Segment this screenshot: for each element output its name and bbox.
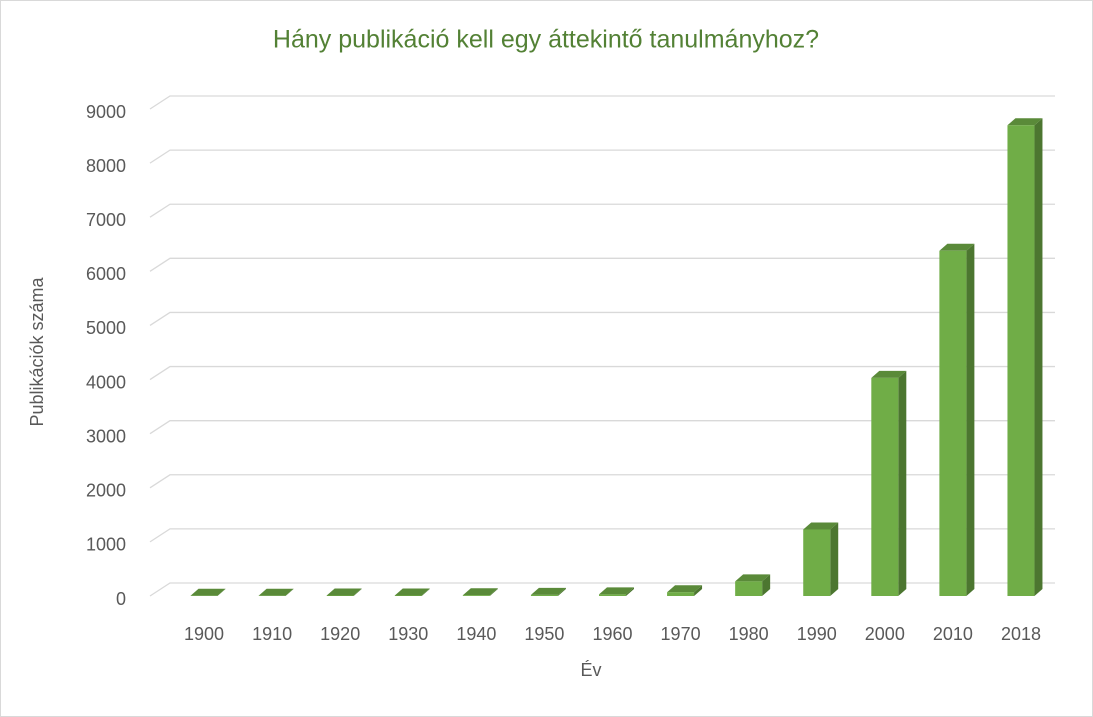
bar bbox=[599, 594, 626, 596]
y-tick-label: 1000 bbox=[86, 535, 126, 555]
bar bbox=[939, 250, 967, 596]
grid-line bbox=[149, 474, 1055, 489]
bar-side bbox=[966, 243, 975, 596]
bar-top bbox=[667, 585, 703, 593]
grid-line bbox=[149, 420, 1055, 435]
y-tick-label: 8000 bbox=[86, 156, 126, 176]
bar bbox=[871, 377, 899, 596]
bar-side bbox=[421, 588, 430, 596]
chart-title: Hány publikáció kell egy áttekintő tanul… bbox=[273, 26, 819, 54]
x-tick-label: 1920 bbox=[320, 624, 360, 644]
x-tick-label: 1970 bbox=[661, 624, 701, 644]
bar-top bbox=[190, 588, 226, 596]
bar-top bbox=[939, 243, 975, 251]
bar bbox=[326, 595, 354, 596]
grid-line bbox=[149, 149, 1055, 164]
bar-side bbox=[285, 588, 294, 596]
bar bbox=[530, 594, 558, 596]
bar bbox=[1007, 125, 1035, 596]
y-tick-label: 3000 bbox=[86, 426, 126, 446]
bar-top bbox=[394, 588, 430, 596]
y-tick-label: 0 bbox=[116, 589, 126, 609]
x-tick-label: 1950 bbox=[524, 624, 564, 644]
y-tick-label: 6000 bbox=[86, 264, 126, 284]
bar-top bbox=[326, 588, 362, 596]
bar bbox=[667, 592, 695, 596]
x-tick-label: 1910 bbox=[252, 624, 292, 644]
y-tick-label: 4000 bbox=[86, 372, 126, 392]
bar-top bbox=[462, 588, 498, 596]
bar-top bbox=[871, 370, 907, 378]
bar-side bbox=[217, 588, 226, 596]
x-tick-label: 2000 bbox=[865, 624, 905, 644]
bar-side bbox=[1034, 118, 1043, 596]
bar-side bbox=[557, 587, 566, 596]
x-tick-label: 1990 bbox=[797, 624, 837, 644]
grid-line bbox=[149, 528, 1055, 543]
bar-side bbox=[830, 522, 839, 596]
y-tick-label: 9000 bbox=[86, 102, 126, 122]
bar-top bbox=[530, 587, 566, 595]
grid-line bbox=[149, 203, 1055, 218]
grid-line bbox=[149, 95, 1055, 110]
bar-top bbox=[599, 587, 634, 595]
bar-top bbox=[1007, 118, 1043, 126]
bar bbox=[462, 595, 490, 596]
y-tick-label: 7000 bbox=[86, 210, 126, 230]
grid-line bbox=[149, 365, 1055, 381]
bar-side bbox=[626, 587, 634, 596]
y-tick-label: 5000 bbox=[86, 318, 126, 338]
grid-line bbox=[149, 257, 1055, 272]
grid-line bbox=[149, 311, 1055, 326]
bar-side bbox=[898, 370, 907, 596]
x-axis-label: Év bbox=[580, 660, 601, 680]
y-tick-label: 2000 bbox=[86, 481, 126, 501]
bar bbox=[735, 581, 763, 596]
x-tick-label: 1940 bbox=[456, 624, 496, 644]
bar-side bbox=[762, 574, 771, 596]
bar-side bbox=[353, 588, 362, 596]
x-tick-label: 1960 bbox=[592, 624, 632, 644]
x-tick-label: 1900 bbox=[184, 624, 224, 644]
x-tick-label: 1930 bbox=[388, 624, 428, 644]
x-tick-label: 1980 bbox=[729, 624, 769, 644]
bar-top bbox=[803, 522, 839, 530]
bar-side bbox=[694, 585, 703, 596]
bar-top bbox=[735, 574, 771, 582]
bar bbox=[394, 595, 422, 596]
x-tick-label: 2018 bbox=[1001, 624, 1041, 644]
bar-side bbox=[489, 588, 498, 596]
y-axis-label: Publikációk száma bbox=[27, 276, 47, 426]
bar-top bbox=[258, 588, 294, 596]
bar bbox=[803, 529, 831, 596]
x-tick-label: 2010 bbox=[933, 624, 973, 644]
